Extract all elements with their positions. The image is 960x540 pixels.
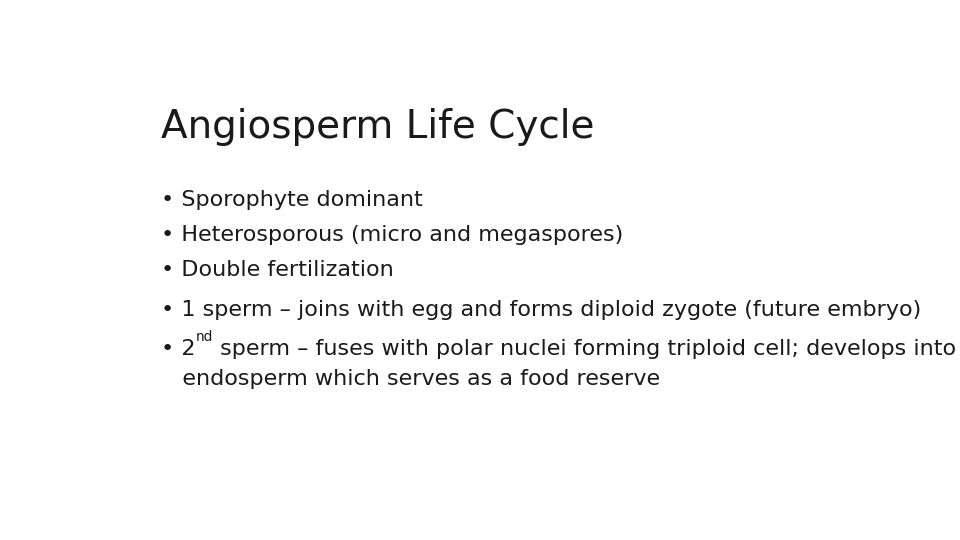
- Text: sperm – fuses with polar nuclei forming triploid cell; develops into: sperm – fuses with polar nuclei forming …: [213, 339, 956, 359]
- Text: nd: nd: [196, 330, 213, 344]
- Text: • 1 sperm – joins with egg and forms diploid zygote (future embryo): • 1 sperm – joins with egg and forms dip…: [161, 300, 922, 320]
- Text: • Heterosporous (micro and megaspores): • Heterosporous (micro and megaspores): [161, 225, 623, 245]
- Text: Angiosperm Life Cycle: Angiosperm Life Cycle: [161, 109, 594, 146]
- Text: endosperm which serves as a food reserve: endosperm which serves as a food reserve: [161, 369, 660, 389]
- Text: • Sporophyte dominant: • Sporophyte dominant: [161, 190, 422, 210]
- Text: • 2: • 2: [161, 339, 196, 359]
- Text: • Double fertilization: • Double fertilization: [161, 260, 394, 280]
